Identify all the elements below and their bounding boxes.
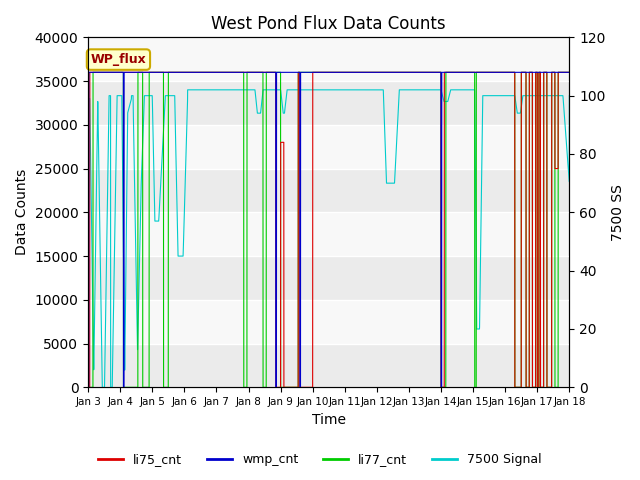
Bar — [88, 212, 570, 256]
X-axis label: Time: Time — [312, 413, 346, 427]
Bar — [88, 344, 570, 387]
Y-axis label: Data Counts: Data Counts — [15, 169, 29, 255]
Bar — [88, 125, 570, 168]
Text: WP_flux: WP_flux — [90, 53, 147, 66]
Bar — [88, 37, 570, 81]
Bar — [88, 81, 570, 125]
Legend: li75_cnt, wmp_cnt, li77_cnt, 7500 Signal: li75_cnt, wmp_cnt, li77_cnt, 7500 Signal — [93, 448, 547, 471]
Title: West Pond Flux Data Counts: West Pond Flux Data Counts — [211, 15, 446, 33]
Bar — [88, 256, 570, 300]
Bar — [88, 300, 570, 344]
Y-axis label: 7500 SS: 7500 SS — [611, 184, 625, 241]
Bar — [88, 168, 570, 212]
